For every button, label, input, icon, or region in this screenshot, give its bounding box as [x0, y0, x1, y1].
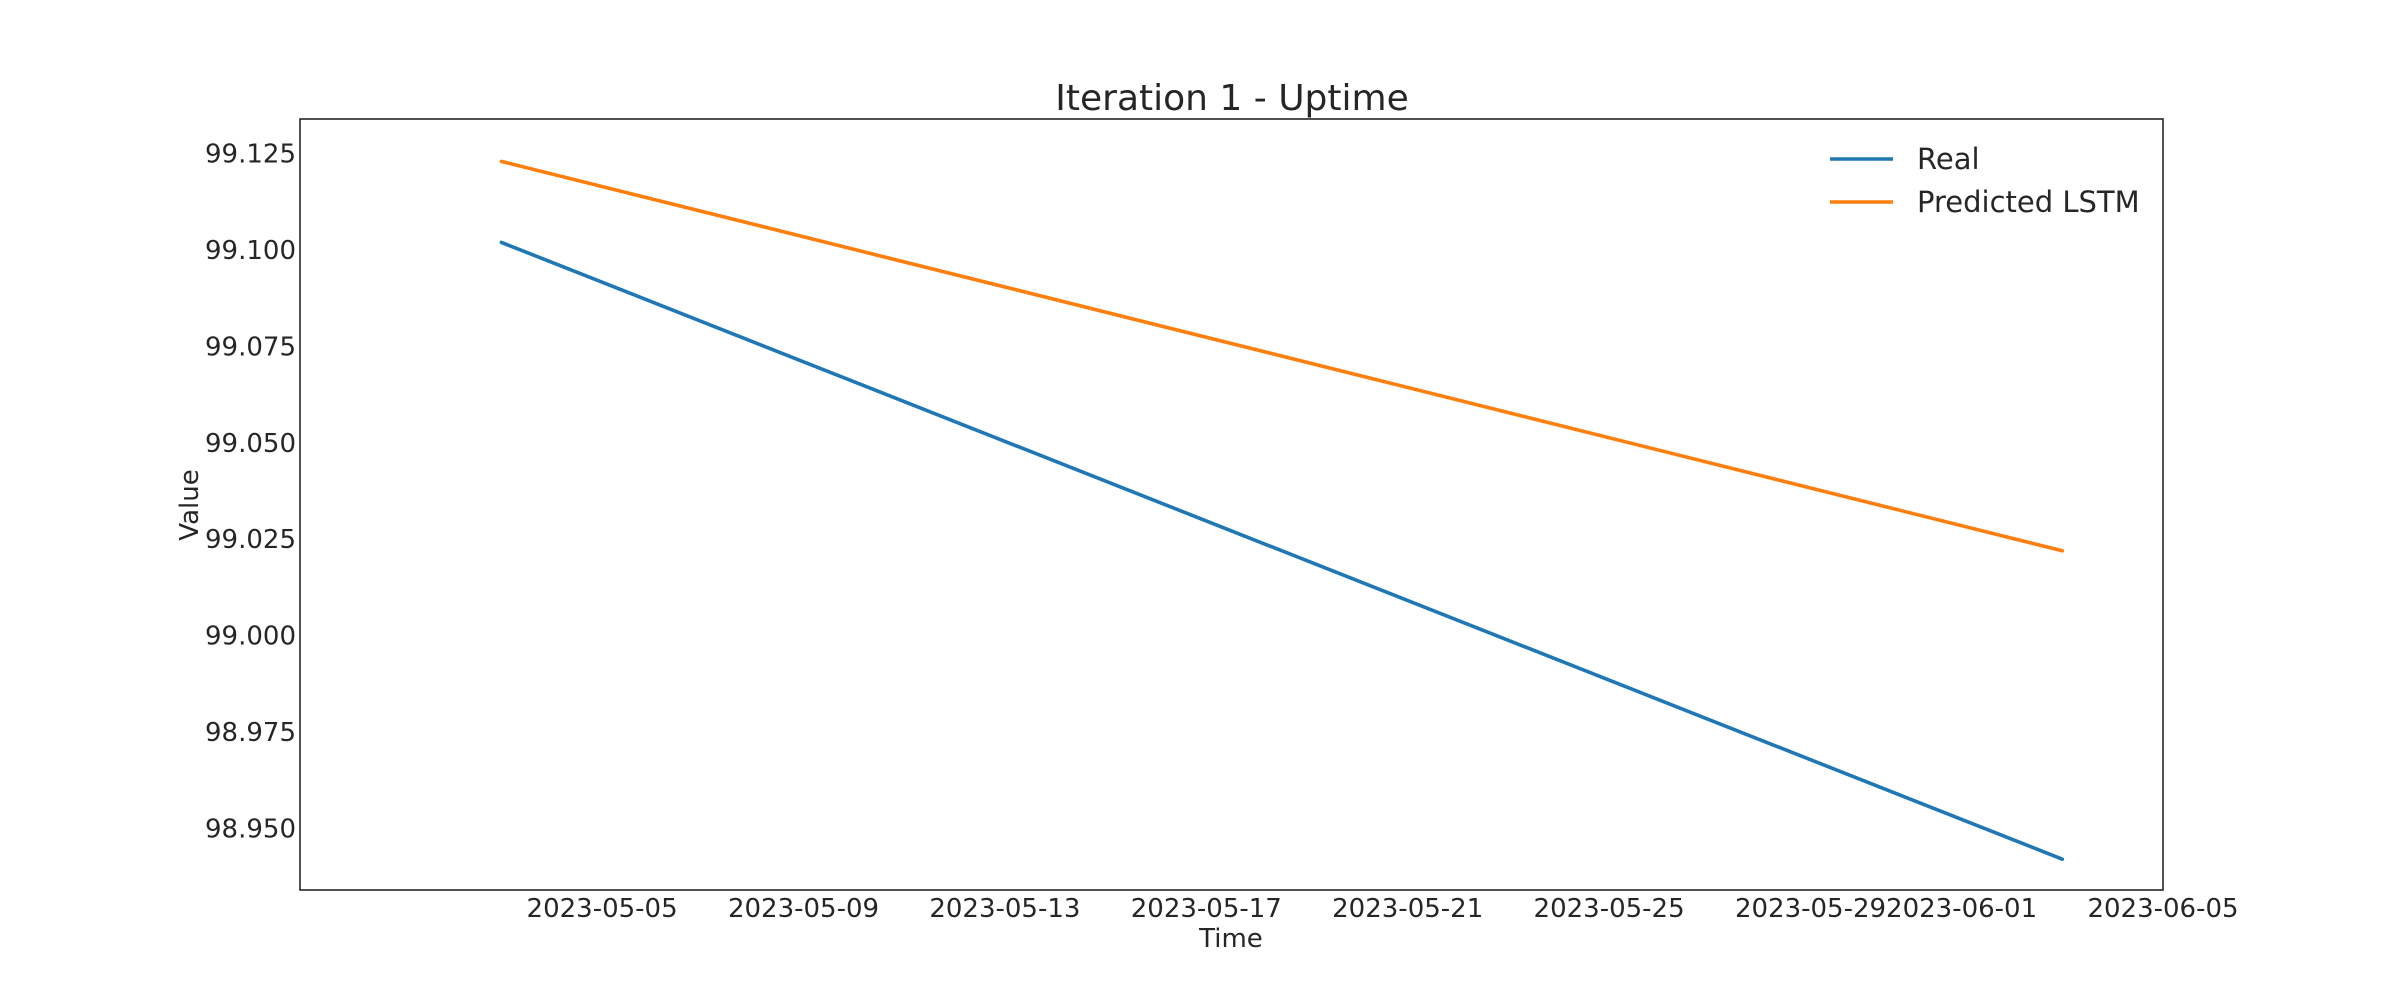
legend-label-1: Predicted LSTM: [1917, 185, 2140, 219]
x-tick-label-0: 2023-05-05: [527, 894, 678, 924]
x-axis-ticks: 2023-05-05 2023-05-09 2023-05-13 2023-05-17…: [527, 894, 2239, 924]
series-layer: [499, 159, 2065, 862]
x-tick-label-2: 2023-05-13: [929, 894, 1080, 924]
y-tick-label-3: 99.025: [205, 525, 296, 555]
chart-title: Iteration 1 - Uptime: [1055, 78, 1408, 119]
series-line-0: [499, 240, 2065, 862]
x-tick-label-7: 2023-06-01: [1886, 894, 2037, 924]
x-tick-label-5: 2023-05-25: [1534, 894, 1685, 924]
y-tick-label-7: 99.125: [205, 140, 296, 170]
x-tick-label-3: 2023-05-17: [1131, 894, 1282, 924]
legend-label-0: Real: [1917, 142, 1980, 176]
x-tick-label-4: 2023-05-21: [1332, 894, 1483, 924]
x-tick-label-8: 2023-06-05: [2087, 894, 2238, 924]
y-tick-label-6: 99.100: [205, 236, 296, 266]
series-line-1: [499, 159, 2065, 553]
x-tick-label-1: 2023-05-09: [728, 894, 879, 924]
y-tick-label-4: 99.050: [205, 429, 296, 459]
y-axis-label: Value: [175, 469, 205, 540]
legend: Real Predicted LSTM: [1830, 142, 2140, 219]
y-tick-label-2: 99.000: [205, 622, 296, 652]
y-tick-label-5: 99.075: [205, 332, 296, 362]
x-axis-label: Time: [1198, 924, 1263, 954]
plot-frame: [299, 118, 2164, 891]
x-tick-label-6: 2023-05-29: [1735, 894, 1886, 924]
y-axis-ticks: 98.950 98.975 99.000 99.025 99.050 99.075 99.1…: [205, 140, 296, 845]
y-tick-label-0: 98.950: [205, 814, 296, 844]
y-tick-label-1: 98.975: [205, 718, 296, 748]
